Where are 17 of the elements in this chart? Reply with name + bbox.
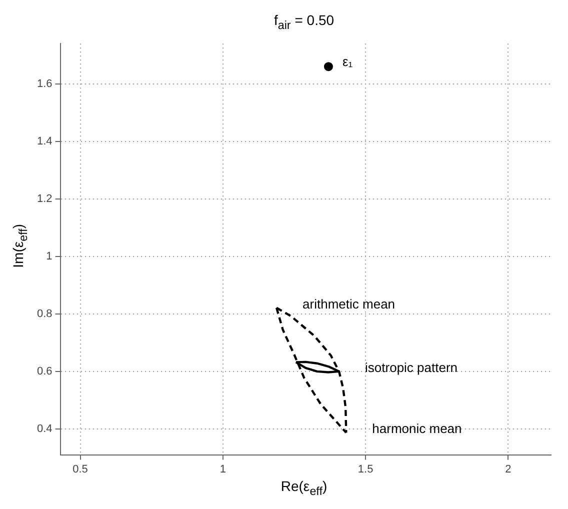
x-tick-label: 1 — [220, 463, 226, 476]
annotation: harmonic mean — [372, 421, 462, 436]
y-tick-label: 1.6 — [36, 78, 52, 90]
x-tick-label: 0.5 — [72, 463, 88, 476]
annotation: arithmetic mean — [302, 296, 396, 312]
y-tick-label: 1.4 — [36, 135, 52, 148]
y-tick-label: 0.6 — [36, 365, 52, 378]
annotation: isotropic pattern — [365, 360, 458, 375]
x-tick-label: 1.5 — [358, 463, 374, 476]
x-tick-label: 2 — [505, 463, 512, 476]
y-tick-label: 1 — [46, 250, 52, 262]
y-tick-label: 0.4 — [36, 422, 52, 435]
series-label: ε₁ — [342, 54, 354, 70]
x-axis-title: Re(ε$_{eff}$) — [280, 478, 328, 498]
chart-title: f$_{air}$ = 0.50 — [272, 12, 336, 32]
y-tick-label: 1.2 — [36, 192, 52, 205]
y-tick-label: 0.8 — [36, 308, 52, 320]
